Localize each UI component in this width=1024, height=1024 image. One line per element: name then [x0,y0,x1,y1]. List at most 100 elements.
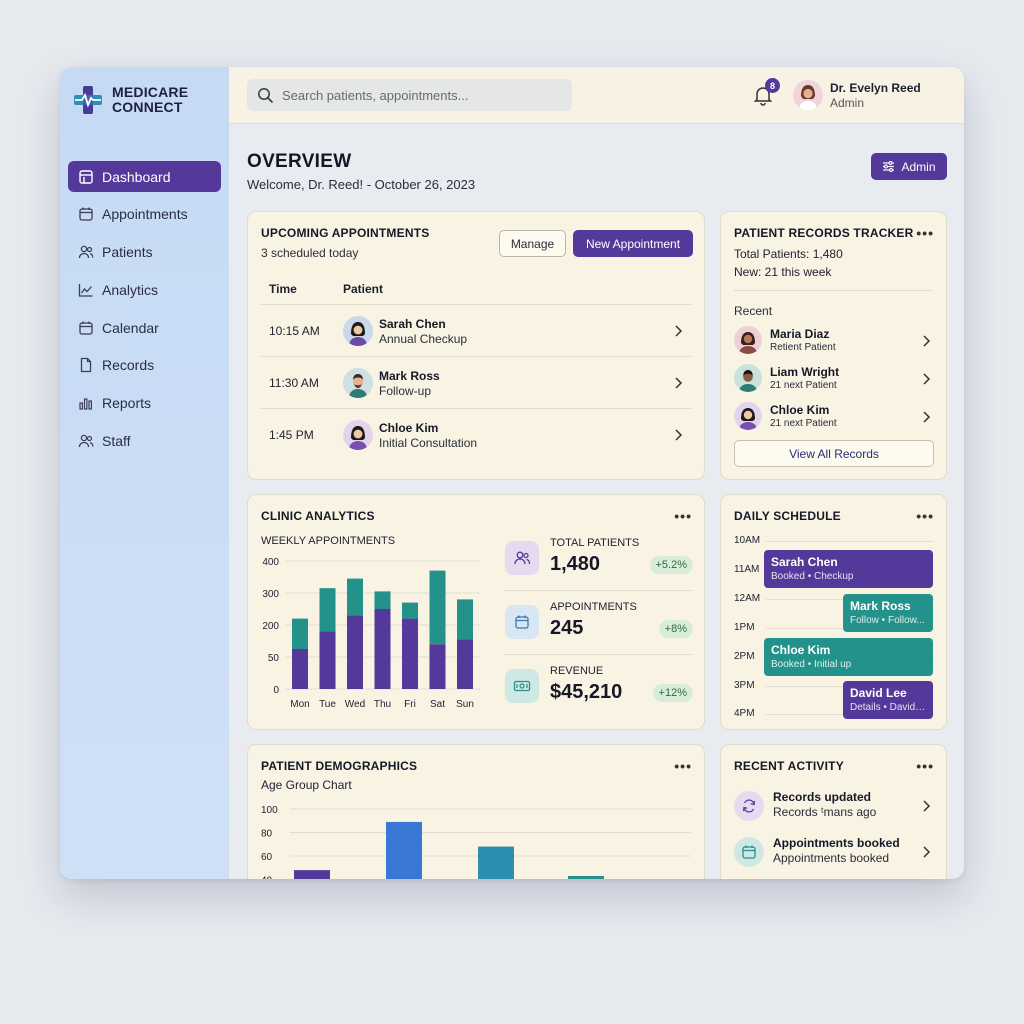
x-tick-label: Fri [404,699,416,710]
change-badge: +12% [652,684,693,702]
list-item[interactable]: Records updated Records ᵗmans ago [734,787,933,827]
hour-label: 11AM [734,564,760,575]
column-header-time: Time [269,282,297,296]
appointment-time: 11:30 AM [269,376,319,390]
sidebar-item-staff[interactable]: Staff [68,426,221,457]
sidebar-item-calendar[interactable]: Calendar [68,312,221,343]
stat-total-patients[interactable]: TOTAL PATIENTS 1,480 +5.2% [505,529,693,591]
avatar [734,326,762,354]
divider [261,356,691,357]
patient-type: Retient Patient [770,342,836,353]
sliders-icon [883,161,895,172]
table-row[interactable]: 1:45 PM Chloe Kim Initial Consultation [261,409,691,461]
top-bar: 8 Dr. Evelyn Reed Admin [229,67,964,124]
event-details: Booked • Initial up [771,659,852,670]
stat-appointments[interactable]: APPOINTMENTS 245 +8% [505,593,693,655]
bar [347,578,363,616]
chevron-right-icon[interactable] [673,324,683,338]
schedule-event[interactable]: Sarah Chen Booked • Checkup [764,550,933,588]
patient-avatar-icon [343,368,373,398]
more-options-icon[interactable]: ••• [916,758,934,774]
bar [374,591,391,609]
event-name: David Lee [850,686,907,700]
divider [261,304,691,305]
chevron-right-icon[interactable] [921,410,931,424]
chevron-right-icon[interactable] [921,334,931,348]
chevron-right-icon[interactable] [673,376,683,390]
list-item[interactable]: Maria Diaz Retient Patient [734,324,933,358]
table-row[interactable]: 11:30 AM Mark Ross Follow-up [261,357,691,409]
event-details: Follow • Follow... [850,615,925,626]
stat-label: TOTAL PATIENTS [550,537,640,549]
more-options-icon[interactable]: ••• [916,508,934,524]
avatar[interactable] [793,80,823,110]
chevron-right-icon[interactable] [673,428,683,442]
table-row[interactable]: 10:15 AM Sarah Chen Annual Checkup [261,305,691,357]
bar [292,649,308,689]
hour-label: 4PM [734,708,755,719]
list-item[interactable]: Appointments booked Appointments booked [734,833,933,873]
schedule-event[interactable]: Mark Ross Follow • Follow... [843,594,933,632]
activity-title: Appointments booked [773,836,900,850]
refresh-icon [734,791,764,821]
brand-logo[interactable]: MEDICARE CONNECT [60,83,229,117]
search-input[interactable] [282,87,562,103]
activity-title: Records updated [773,790,872,804]
brand-name: MEDICARE CONNECT [112,84,189,115]
cash-icon [505,669,539,703]
event-details: Details • David ... [850,702,926,713]
y-tick-label: 400 [262,557,279,568]
y-tick-label: 50 [268,653,280,664]
list-item[interactable]: Chloe Kim 21 next Patient [734,400,933,434]
card-title: CLINIC ANALYTICS [261,509,375,523]
stat-value: 1,480 [550,553,601,575]
sidebar-item-appointments[interactable]: Appointments [68,199,221,230]
schedule-event[interactable]: Chloe Kim Booked • Initial up [764,638,933,676]
age-group-chart: 100 80 60 40 [261,805,691,879]
sidebar-item-label: Analytics [102,281,159,298]
calendar-icon [734,837,764,867]
appointment-type: Initial Consultation [379,436,478,450]
admin-button-label: Admin [901,159,936,174]
chevron-right-icon[interactable] [921,799,931,813]
patient-avatar-icon [343,420,373,450]
view-all-records-button[interactable]: View All Records [734,440,934,467]
sidebar-item-label: Appointments [102,206,188,223]
users-icon [505,541,539,575]
card-title: PATIENT RECORDS TRACKER [734,226,914,240]
chevron-right-icon[interactable] [921,372,931,386]
manage-button[interactable]: Manage [499,230,566,257]
stat-revenue[interactable]: REVENUE $45,210 +12% [505,657,693,719]
hour-label: 12AM [734,593,761,604]
chart-title: Age Group Chart [261,778,352,792]
patient-name: Chloe Kim [379,421,439,435]
daily-schedule-card: DAILY SCHEDULE ••• 10AM 11AM 12AM 1PM 2P… [720,494,947,730]
main-content: 8 Dr. Evelyn Reed Admin OVERVIEW Welcome… [229,67,964,879]
sidebar-item-dashboard[interactable]: Dashboard [68,161,221,192]
bar [386,821,422,879]
avatar [343,420,373,450]
hour-label: 2PM [734,651,755,662]
avatar [734,402,762,430]
users-icon [78,244,94,260]
user-name[interactable]: Dr. Evelyn Reed [830,81,921,95]
admin-button[interactable]: Admin [871,153,947,180]
sidebar-item-reports[interactable]: Reports [68,388,221,419]
page-title: OVERVIEW [247,151,352,172]
search-box[interactable] [247,79,572,111]
sidebar-item-label: Calendar [102,319,159,336]
schedule-event[interactable]: David Lee Details • David ... [843,681,933,719]
patient-name: Liam Wright [770,365,840,379]
list-item[interactable]: Liam Wright 21 next Patient [734,362,933,396]
more-options-icon[interactable]: ••• [916,225,934,241]
sidebar-item-records[interactable]: Records [68,350,221,381]
more-options-icon[interactable]: ••• [674,758,692,774]
chevron-right-icon[interactable] [921,845,931,859]
sidebar-item-patients[interactable]: Patients [68,237,221,268]
recent-label: Recent [734,304,773,318]
new-appointment-button[interactable]: New Appointment [573,230,693,257]
sidebar-item-analytics[interactable]: Analytics [68,274,221,305]
more-options-icon[interactable]: ••• [674,508,692,524]
bar [429,570,446,645]
avatar [343,316,373,346]
